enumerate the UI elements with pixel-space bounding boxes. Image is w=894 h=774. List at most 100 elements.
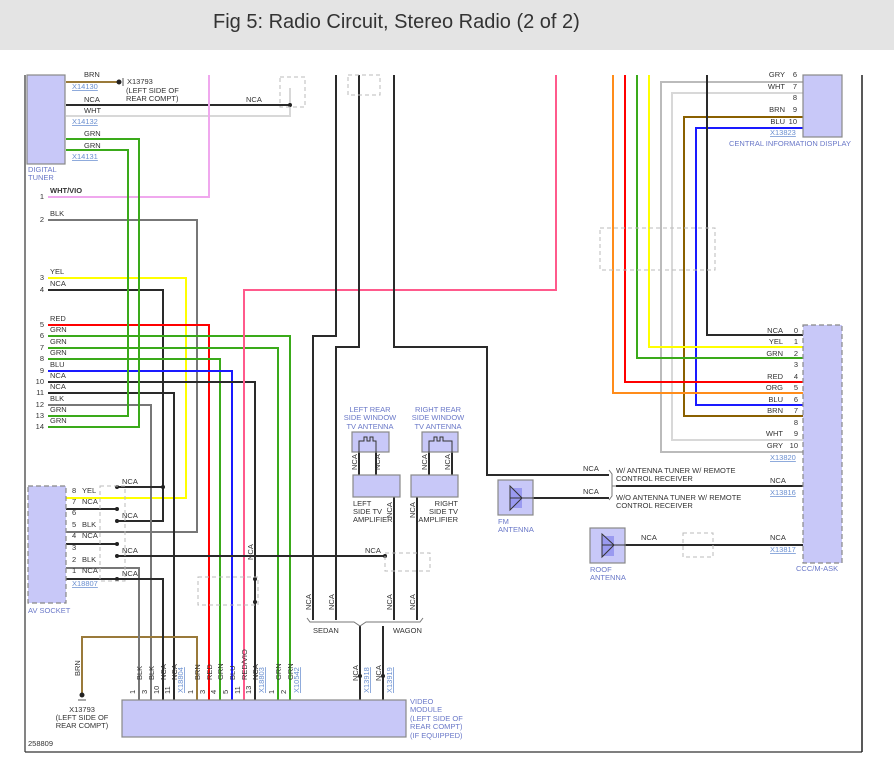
label: NCA [122, 546, 138, 555]
label: 1 [794, 337, 798, 346]
label: 3 [72, 543, 76, 552]
label: 0 [794, 326, 798, 335]
label: BRN [769, 105, 785, 114]
label: BLK [135, 666, 144, 680]
label: 9 [794, 429, 798, 438]
wire-wht [671, 92, 803, 441]
label: 4 [209, 690, 218, 694]
label: (LEFT SIDE OF [126, 86, 179, 95]
label: 5 [40, 320, 44, 329]
label: 11 [233, 686, 242, 694]
connector-x18807[interactable]: X18807 [72, 579, 98, 588]
label: WAGON [393, 626, 422, 635]
splice-dot [115, 519, 119, 523]
label: LEFT REAR [349, 405, 391, 414]
splice-dot [115, 542, 119, 546]
connector-x13823[interactable]: X13823 [770, 128, 796, 137]
label: NCA [82, 497, 98, 506]
label: RED [767, 372, 783, 381]
splice-dot [253, 600, 257, 604]
wire-grn [636, 75, 803, 359]
wire-sedan-1 [312, 75, 337, 620]
label: ANTENNA [498, 525, 534, 534]
label: 3 [198, 690, 207, 694]
wire-brn [683, 116, 803, 417]
label: NCA [385, 594, 394, 610]
connector-x14130[interactable]: X14130 [72, 82, 98, 91]
label: 6 [72, 508, 76, 517]
label: GRN [84, 141, 101, 150]
label: BLK [82, 520, 96, 529]
label: REAR COMPT) [56, 721, 109, 730]
label: ANTENNA [590, 573, 626, 582]
connector-x13816[interactable]: X13816 [770, 488, 796, 497]
label: W/O ANTENNA TUNER W/ REMOTE [616, 493, 741, 502]
label: FM [498, 517, 509, 526]
label: 11 [36, 388, 44, 397]
label: 3 [140, 690, 149, 694]
label: AMPLIFIER [418, 515, 458, 524]
label: CONTROL RECEIVER [616, 501, 693, 510]
label: 2 [279, 690, 288, 694]
label: NCA [159, 664, 168, 680]
label: W/ ANTENNA TUNER W/ REMOTE [616, 466, 735, 475]
label: SIDE WINDOW [344, 413, 397, 422]
ground-icon [116, 78, 124, 86]
label: BLK [147, 666, 156, 680]
ground-icon [78, 692, 86, 701]
label: RED/VIO [240, 649, 249, 680]
label: SIDE TV [353, 507, 382, 516]
left-tv-amplifier-box [352, 474, 401, 498]
label: 9 [793, 105, 797, 114]
wire-color-label: BLU [50, 360, 65, 369]
wire-pin7 [48, 347, 279, 700]
splice-dot [381, 674, 385, 678]
label: CCC/M-ASK [796, 564, 838, 573]
wire-red-vio [243, 75, 557, 700]
label[interactable]: X18803 [257, 667, 266, 693]
label: 10 [36, 377, 44, 386]
wire-pin3 [48, 277, 187, 499]
wire-org [612, 75, 803, 394]
label: 1 [40, 192, 44, 201]
splice-dot [115, 577, 119, 581]
connector-x14132[interactable]: X14132 [72, 117, 98, 126]
label: TV ANTENNA [346, 422, 393, 431]
label: NCA [246, 544, 255, 560]
digital-tuner-box [26, 74, 66, 165]
connector-x13919[interactable]: X13919 [385, 667, 394, 693]
label[interactable]: X10542 [292, 667, 301, 693]
left-tv-antenna-box [351, 431, 390, 453]
label: RIGHT REAR [415, 405, 462, 414]
label: REAR COMPT) [126, 94, 179, 103]
connector-x14131[interactable]: X14131 [72, 152, 98, 161]
label: 10 [790, 441, 798, 450]
label: 2 [40, 215, 44, 224]
label: X13793 [69, 705, 95, 714]
wire-nca-0 [706, 75, 803, 336]
splice-dot [115, 507, 119, 511]
wire-pin14 [48, 138, 140, 428]
label: 8 [40, 354, 44, 363]
label: 7 [40, 343, 44, 352]
wire-sedan-2 [335, 75, 360, 620]
label[interactable]: X18804 [176, 667, 185, 693]
label: (LEFT SIDE OF [410, 714, 463, 723]
connector-x13918[interactable]: X13918 [362, 667, 371, 693]
label: NCA [246, 95, 262, 104]
label: 12 [36, 400, 44, 409]
wire-pin5 [48, 324, 210, 700]
label: NCA [170, 664, 179, 680]
label: DIGITAL [28, 165, 57, 174]
label: LEFT [353, 499, 372, 508]
label: 8 [794, 418, 798, 427]
right-antenna-element-icon [428, 436, 453, 452]
connector-x13817[interactable]: X13817 [770, 545, 796, 554]
label: NCA [770, 533, 786, 542]
label: NCA [365, 546, 381, 555]
wire-color-label: NCA [50, 382, 66, 391]
wire-yel [648, 75, 803, 348]
wire-color-label: GRN [50, 405, 67, 414]
connector-x13820[interactable]: X13820 [770, 453, 796, 462]
